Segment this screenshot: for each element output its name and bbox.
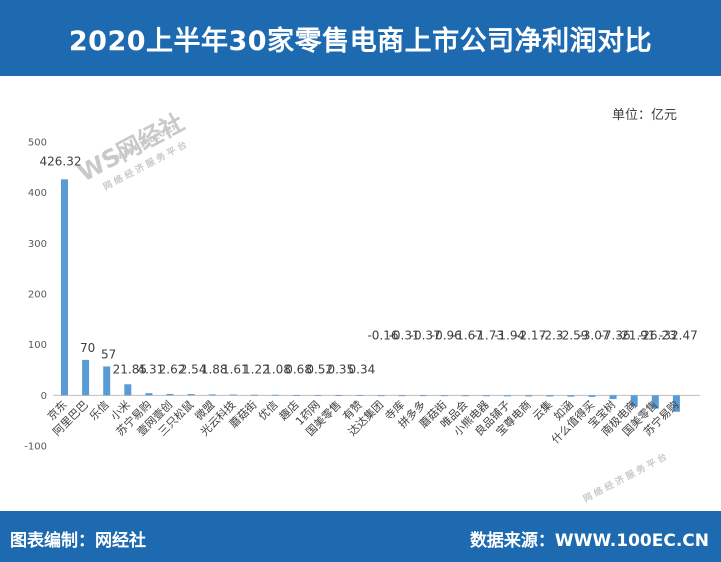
value-label-17: -0.31	[389, 328, 420, 342]
title-bar: 2020上半年30家零售电商上市公司净利润对比	[0, 0, 721, 76]
value-label-28: -21.91	[617, 328, 656, 342]
value-label-7: 2.54	[180, 362, 207, 376]
y-tick-label: 300	[28, 239, 47, 250]
unit-label: 单位：亿元	[612, 108, 678, 123]
bar-3	[103, 366, 111, 396]
y-tick-label: -100	[24, 442, 47, 453]
value-label-22: -1.94	[494, 328, 525, 342]
value-label-8: 1.88	[201, 362, 228, 376]
bar-4	[124, 384, 132, 396]
value-label-21: -1.73	[473, 328, 504, 342]
value-label-4: 21.85	[113, 362, 147, 376]
y-tick-label: 100	[28, 340, 47, 351]
footer-data-source: 数据来源：WWW.100EC.CN	[469, 531, 709, 551]
bar-10	[250, 394, 258, 396]
bar-13	[314, 395, 322, 396]
value-label-19: -0.96	[431, 328, 462, 342]
value-label-13: 0.52	[306, 362, 333, 376]
bar-24	[546, 395, 554, 397]
value-label-12: 0.68	[285, 362, 312, 376]
bar-8	[208, 394, 216, 396]
bars	[61, 179, 680, 412]
y-tick-label: 200	[28, 290, 47, 301]
bar-25	[567, 395, 575, 397]
bar-14	[335, 395, 343, 396]
value-label-6: 2.62	[159, 362, 186, 376]
bar-15	[356, 395, 364, 396]
bar-23	[525, 395, 533, 397]
bar-1	[61, 179, 68, 396]
bar-11	[272, 394, 279, 396]
bar-7	[187, 394, 195, 396]
bar-26	[588, 395, 596, 397]
category-label-24: 云集	[529, 398, 554, 423]
bar-9	[229, 394, 237, 396]
bar-28	[630, 395, 638, 407]
bar-27	[609, 395, 617, 400]
bar-17	[398, 395, 406, 397]
value-label-26: -3.07	[578, 328, 609, 342]
value-label-29: -26.23	[638, 328, 677, 342]
y-tick-label: 500	[28, 138, 47, 149]
value-label-24: -2.3	[540, 328, 563, 342]
bar-22	[504, 395, 512, 397]
bar-19	[440, 395, 448, 397]
value-labels: 426.32 70 5721.854.312.622.541.881.611.221…	[40, 154, 698, 376]
value-label-25: -2.59	[557, 328, 588, 342]
value-label-23: -2.17	[515, 328, 546, 342]
bar-12	[293, 394, 301, 396]
value-label-15: 0.34	[349, 362, 376, 376]
net-profit-bar-chart: -100 0 100 200 300 400 500 426.32 70 5721.854.31…	[24, 138, 700, 453]
value-label-27: -7.36	[600, 328, 631, 342]
bar-21	[483, 395, 490, 397]
bar-30	[672, 395, 680, 412]
value-label-14: 0.35	[327, 362, 354, 376]
category-labels: 京东阿里巴巴乐信小米苏宁易购壹网壹创三只松鼠微盟光云科技蘑菇街优信趣店1药网国美…	[44, 398, 681, 447]
category-label-11: 优信	[256, 398, 281, 423]
value-label-3: 57	[101, 347, 116, 361]
value-label-11: 1.08	[264, 362, 291, 376]
value-label-16: -0.16	[367, 328, 398, 342]
y-tick-label: 400	[28, 188, 47, 199]
bar-18	[419, 395, 427, 397]
chart-title: 2020上半年30家零售电商上市公司净利润对比	[68, 25, 653, 57]
value-label-30: -32.47	[659, 328, 698, 342]
value-label-10: 1.22	[243, 362, 270, 376]
value-label-2: 70	[80, 341, 95, 355]
value-label-5: 4.31	[138, 362, 165, 376]
value-label-9: 1.61	[222, 362, 249, 376]
value-label-20: -1.67	[452, 328, 483, 342]
bar-6	[166, 394, 174, 396]
value-label-18: -0.37	[410, 328, 441, 342]
bar-5	[145, 393, 153, 396]
footer-source-editor: 图表编制：网经社	[10, 531, 146, 551]
value-label-1: 426.32	[40, 154, 82, 168]
bar-20	[461, 395, 469, 397]
category-label-3: 乐信	[87, 398, 112, 423]
bar-29	[651, 395, 659, 409]
bar-16	[377, 395, 385, 397]
footer-bar: 图表编制：网经社 数据来源：WWW.100EC.CN	[0, 511, 721, 562]
y-tick-label: 0	[41, 391, 47, 402]
bar-2	[82, 359, 90, 396]
